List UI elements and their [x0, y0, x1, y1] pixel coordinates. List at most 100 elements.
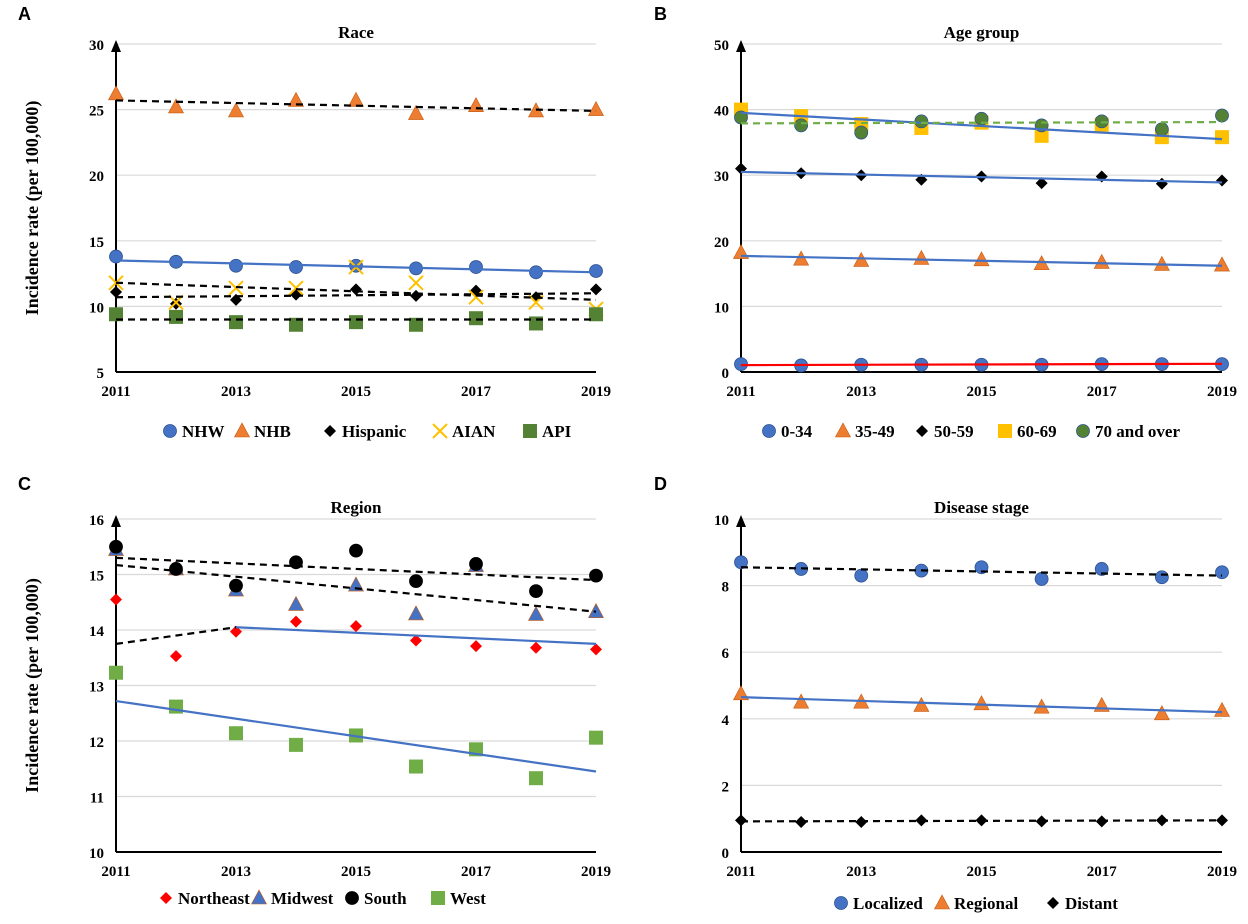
- trend-line-aian: [115, 281, 597, 301]
- data-point-regional: [913, 696, 930, 712]
- legend-label-0-34: 0-34: [781, 422, 813, 441]
- data-point-api: [169, 309, 183, 324]
- data-point-west: [109, 665, 123, 680]
- y-tick-label: 30: [89, 38, 104, 54]
- series-api: [109, 307, 603, 332]
- data-point-west: [529, 771, 543, 786]
- legend-label-regional: Regional: [954, 894, 1019, 913]
- data-point-northeast: [530, 641, 542, 654]
- y-axis-arrow-icon: [736, 40, 746, 52]
- trend-line-localized: [740, 566, 1223, 577]
- trend-line-west: [115, 699, 597, 773]
- legend-marker-nhw: [163, 424, 177, 438]
- legend-label-localized: Localized: [853, 894, 923, 913]
- y-tick-label: 10: [89, 846, 104, 862]
- legend-marker-60-69: [998, 424, 1012, 438]
- data-point-50-59: [1155, 177, 1168, 190]
- data-point-api: [409, 317, 423, 332]
- x-tick-label: 2013: [221, 864, 251, 880]
- legend-label-midwest: Midwest: [271, 889, 334, 908]
- legend-marker-south: [345, 891, 359, 905]
- x-tick-label: 2011: [726, 864, 755, 880]
- panel-a-legend: NHW NHB Hispanic AIAN API: [163, 422, 572, 441]
- trend-line-midwest: [115, 563, 597, 613]
- data-point-west: [229, 726, 243, 741]
- data-point-nhb: [467, 97, 485, 112]
- data-point-south: [109, 539, 123, 554]
- legend-label-distant: Distant: [1065, 894, 1118, 913]
- data-point-south: [529, 584, 543, 599]
- legend-marker-70-and-over: [1076, 424, 1090, 438]
- data-point-west: [409, 759, 423, 774]
- data-point-northeast: [110, 593, 122, 606]
- x-tick-label: 2019: [1207, 384, 1237, 400]
- y-tick-label: 30: [714, 169, 729, 185]
- data-point-aian: [408, 275, 424, 291]
- y-tick-label: 5: [97, 366, 105, 382]
- y-tick-label: 10: [89, 300, 104, 316]
- data-point-west: [589, 730, 603, 745]
- x-tick-label: 2017: [1087, 864, 1118, 880]
- data-point-northeast: [410, 634, 422, 647]
- legend-marker-west: [431, 891, 445, 905]
- y-axis-arrow-icon: [736, 515, 746, 527]
- data-point-northeast: [590, 643, 602, 656]
- trend-line-60-69: [740, 111, 1223, 141]
- data-point-west: [289, 737, 303, 752]
- data-point-nhb: [227, 102, 245, 118]
- legend-label-west: West: [450, 889, 486, 908]
- data-point-aian: [288, 280, 304, 296]
- y-tick-label: 11: [90, 791, 104, 807]
- series-nhb: [107, 85, 605, 120]
- y-tick-label: 15: [89, 235, 104, 251]
- y-tick-label: 25: [89, 104, 104, 120]
- trend-line-nhb: [115, 99, 597, 113]
- trend-line-70-and-over: [740, 120, 1223, 125]
- data-point-midwest: [407, 605, 425, 621]
- data-point-70-and-over: [734, 110, 748, 125]
- panel-a: A 5 10 15 20 25 30 2011 2013 2015 2017 2019 Race Inci…: [18, 4, 611, 441]
- y-tick-label: 40: [714, 104, 729, 120]
- legend-marker-0-34: [762, 424, 776, 438]
- data-point-northeast: [350, 620, 362, 633]
- x-tick-label: 2011: [726, 384, 755, 400]
- data-point-localized: [734, 555, 748, 570]
- data-point-localized: [1215, 565, 1229, 580]
- y-tick-label: 4: [722, 713, 730, 729]
- legend-label-60-69: 60-69: [1017, 422, 1057, 441]
- data-point-hispanic: [590, 283, 602, 296]
- x-tick-label: 2019: [581, 864, 611, 880]
- panel-d-legend: Localized Regional Distant: [834, 894, 1118, 913]
- data-point-nhb: [167, 98, 185, 114]
- x-tick-label: 2015: [341, 864, 371, 880]
- legend-label-aian: AIAN: [452, 422, 496, 441]
- legend-marker-50-59: [916, 425, 928, 437]
- data-point-northeast: [290, 615, 302, 628]
- panel-d-label: D: [654, 474, 667, 494]
- legend-marker-northeast: [160, 892, 172, 904]
- legend-label-35-49: 35-49: [855, 422, 895, 441]
- x-tick-label: 2013: [221, 384, 251, 400]
- legend-label-50-59: 50-59: [934, 422, 974, 441]
- data-point-api: [289, 317, 303, 332]
- data-point-south: [169, 562, 183, 576]
- series-regional: [732, 685, 1231, 721]
- data-point-nhw: [289, 260, 303, 274]
- data-point-midwest: [527, 605, 545, 621]
- y-tick-label: 0: [722, 846, 730, 862]
- trend-line-distant: [740, 819, 1223, 823]
- data-point-aian-stroke-b: [468, 289, 484, 305]
- y-axis-arrow-icon: [111, 40, 121, 52]
- y-axis-arrow-icon: [111, 515, 121, 527]
- y-tick-label: 10: [714, 300, 729, 316]
- trend-line-northeast: [115, 626, 237, 645]
- trend-line-50-59: [740, 170, 1223, 184]
- data-point-70-and-over: [1215, 108, 1229, 123]
- x-tick-label: 2015: [341, 384, 371, 400]
- data-point-aian-stroke-b: [168, 294, 184, 311]
- data-point-hispanic: [410, 289, 422, 302]
- panel-c-legend: Northeast Midwest South West: [160, 889, 486, 908]
- x-tick-label: 2013: [846, 864, 876, 880]
- legend-marker-distant: [1047, 897, 1059, 909]
